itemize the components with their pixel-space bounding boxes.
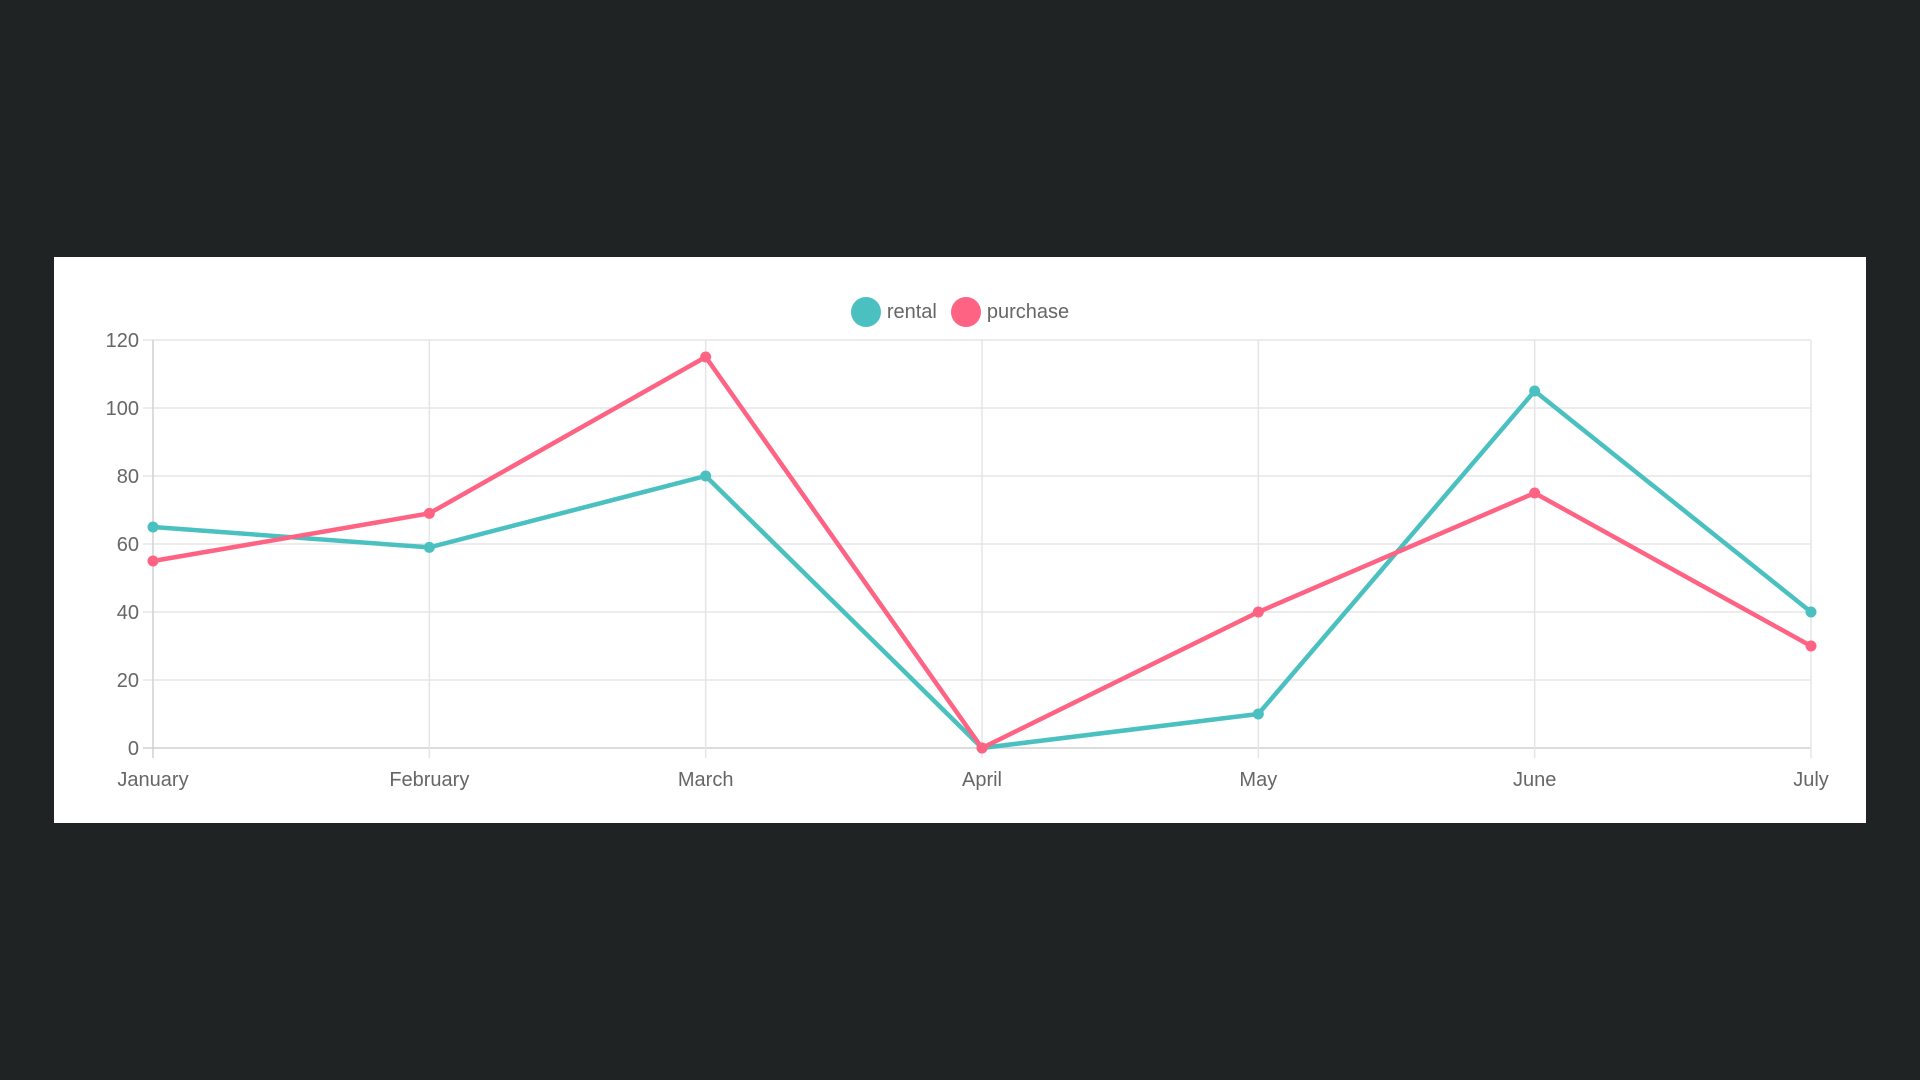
x-tick-label: June	[1513, 769, 1556, 791]
legend-item-rental[interactable]: rental	[850, 297, 937, 327]
rental-data-point[interactable]	[1529, 385, 1541, 397]
rental-legend-swatch-icon	[850, 297, 881, 327]
y-tick-label: 0	[128, 738, 139, 760]
x-axis: January February March April May June July	[117, 769, 1828, 791]
legend-item-purchase[interactable]: purchase	[950, 297, 1070, 327]
chart-legend: rental purchase	[54, 297, 1866, 327]
y-tick-label: 100	[106, 398, 139, 420]
rental-data-point[interactable]	[700, 470, 712, 482]
y-tick-label: 20	[117, 670, 139, 692]
y-tick-label: 40	[117, 602, 139, 624]
purchase-data-point[interactable]	[700, 351, 712, 363]
x-tick-label: March	[678, 769, 734, 791]
chart-series	[147, 351, 1817, 754]
legend-label-purchase: purchase	[986, 300, 1070, 323]
rental-data-point[interactable]	[423, 541, 435, 553]
purchase-data-point[interactable]	[1529, 487, 1541, 499]
rental-data-point[interactable]	[1252, 708, 1264, 720]
purchase-data-point[interactable]	[1252, 606, 1264, 618]
purchase-data-point[interactable]	[1805, 640, 1817, 652]
purchase-data-point[interactable]	[423, 507, 435, 519]
rental-data-point[interactable]	[147, 521, 159, 533]
y-axis: 0 20 40 60 80 100 120	[106, 330, 139, 760]
x-tick-label: February	[389, 769, 469, 791]
x-tick-label: April	[962, 769, 1002, 791]
purchase-legend-swatch-icon	[950, 297, 981, 327]
chart-grid	[143, 339, 1812, 758]
legend-label-rental: rental	[886, 300, 937, 323]
chart-panel: rental purchase 0 20 40 60 80 100 120 January F…	[54, 257, 1866, 823]
y-tick-label: 120	[106, 330, 139, 352]
purchase-data-point[interactable]	[147, 555, 159, 567]
y-tick-label: 60	[117, 534, 139, 556]
x-tick-label: May	[1239, 769, 1277, 791]
line-chart: 0 20 40 60 80 100 120 January February March Apri…	[106, 330, 1829, 791]
y-tick-label: 80	[117, 466, 139, 488]
rental-data-point[interactable]	[1805, 606, 1817, 618]
purchase-data-point[interactable]	[976, 742, 988, 754]
x-tick-label: July	[1793, 769, 1829, 791]
x-tick-label: January	[117, 769, 188, 791]
